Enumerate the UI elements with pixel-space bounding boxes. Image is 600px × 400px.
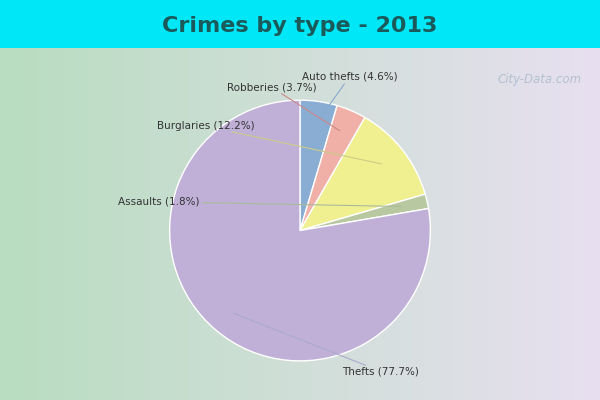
Wedge shape: [300, 106, 365, 230]
Text: Auto thefts (4.6%): Auto thefts (4.6%): [302, 72, 397, 122]
Text: Crimes by type - 2013: Crimes by type - 2013: [163, 16, 437, 36]
Wedge shape: [300, 118, 425, 230]
Text: Robberies (3.7%): Robberies (3.7%): [227, 82, 340, 131]
Text: Assaults (1.8%): Assaults (1.8%): [118, 197, 401, 207]
Text: Thefts (77.7%): Thefts (77.7%): [233, 313, 419, 376]
Wedge shape: [300, 194, 428, 230]
Text: Burglaries (12.2%): Burglaries (12.2%): [157, 121, 382, 164]
Wedge shape: [300, 100, 337, 230]
Text: City-Data.com: City-Data.com: [498, 73, 582, 86]
Wedge shape: [170, 100, 430, 361]
